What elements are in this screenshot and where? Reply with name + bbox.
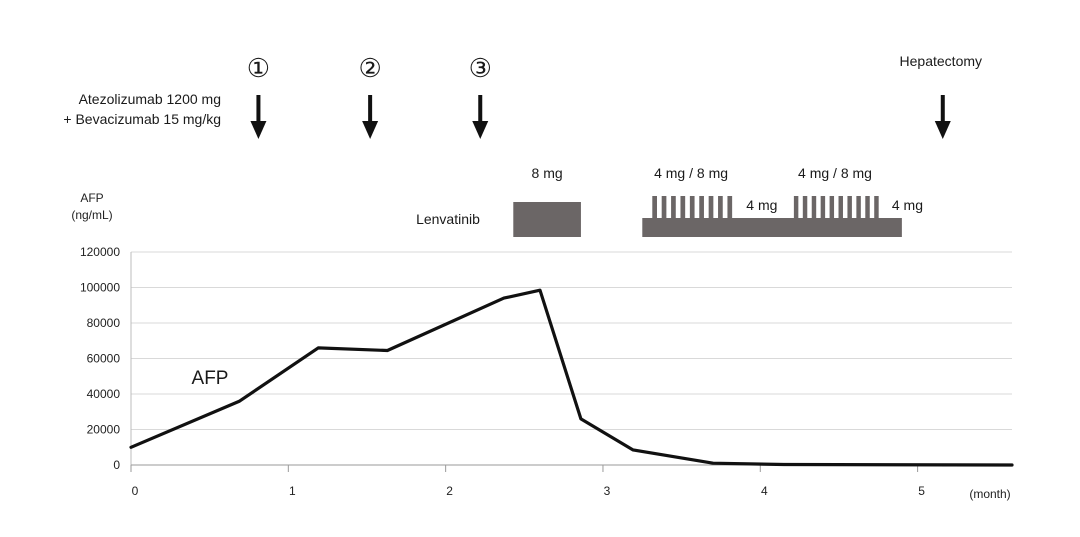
dose-arrow-3-shaft: [478, 95, 483, 125]
y-tick-label-80000: 80000: [87, 316, 121, 330]
dose-label-2: ②: [358, 53, 381, 83]
series-label-afp: AFP: [192, 368, 229, 389]
axes: [130, 252, 1012, 472]
lenvatinib-alt2-tooth-6: [838, 196, 843, 219]
lenvatinib-alt2-tooth-1: [793, 196, 799, 219]
hepatectomy-arrow-shaft: [940, 95, 945, 125]
lenvatinib-8mg-label: 8 mg: [532, 165, 563, 181]
x-tick-label-5: 5: [918, 484, 925, 498]
lenvatinib-alt1-tooth-7: [708, 196, 714, 219]
x-tick-label-0: 0: [132, 484, 139, 498]
dose-markers: ① ② ③: [247, 53, 492, 139]
lenvatinib-alt1-tooth-4: [680, 196, 686, 219]
y-tick-label-60000: 60000: [87, 352, 121, 366]
dose-arrow-3-head: [472, 121, 489, 139]
y-tick-label-0: 0: [113, 458, 120, 472]
dose-label-1: ①: [247, 53, 270, 83]
dose-label-3: ③: [469, 53, 492, 83]
hepatectomy-arrow-head: [934, 121, 951, 139]
lenvatinib-alt1-tooth-6: [699, 196, 704, 219]
lenvatinib-alt2-tooth-3: [811, 196, 817, 219]
dose-arrow-1-shaft: [256, 95, 261, 125]
series-line-0: [129, 288, 1014, 467]
lenvatinib-alt1-tooth-1: [652, 196, 657, 219]
y-tick-label-120000: 120000: [80, 245, 120, 259]
lenvatinib-alt2-tooth-2: [802, 196, 808, 219]
lenvatinib-alt1-tooth-9: [727, 196, 733, 219]
y-tick-labels: 0 20000 40000 60000 80000 100000 120000: [80, 245, 120, 472]
y-tick-label-40000: 40000: [87, 387, 121, 401]
y-tick-label-100000: 100000: [80, 281, 120, 295]
hepatectomy-arrow: [934, 95, 951, 139]
dose-arrow-2: [362, 95, 379, 139]
atezolizumab-label: Atezolizumab 1200 mg: [79, 91, 221, 107]
x-tick-label-3: 3: [604, 484, 611, 498]
lenvatinib-alt2-label: 4 mg / 8 mg: [798, 165, 872, 181]
x-tick-label-1: 1: [289, 484, 296, 498]
lenvatinib-8mg-block: [513, 202, 581, 237]
hepatectomy-label: Hepatectomy: [900, 53, 982, 69]
lenvatinib-label: Lenvatinib: [416, 211, 480, 227]
grid-lines: [131, 251, 1012, 430]
lenvatinib-alt1-tooth-3: [671, 196, 676, 219]
lenvatinib-alt1-tooth-8: [718, 196, 723, 219]
x-tick-label-2: 2: [446, 484, 453, 498]
lenvatinib-alt2-tooth-7: [847, 196, 852, 219]
lenvatinib-cont2-label: 4 mg: [892, 197, 923, 213]
dose-arrow-1-head: [250, 121, 267, 139]
y-axis-label: AFP: [80, 191, 103, 205]
lenvatinib-alt2-tooth-5: [829, 196, 835, 219]
x-tick-labels: 0 1 2 3 4 5: [132, 484, 926, 498]
hepatectomy-marker: Hepatectomy: [900, 53, 982, 139]
y-tick-label-20000: 20000: [87, 423, 121, 437]
series-layer: [129, 288, 1014, 467]
lenvatinib-alt2-tooth-9: [865, 196, 870, 219]
x-tick-label-4: 4: [761, 484, 768, 498]
y-axis-unit: (ng/mL): [71, 208, 112, 222]
lenvatinib-alt2-tooth-4: [820, 196, 826, 219]
dose-arrow-2-shaft: [368, 95, 373, 125]
lenvatinib-alt1-label: 4 mg / 8 mg: [654, 165, 728, 181]
dose-arrow-3: [472, 95, 489, 139]
bevacizumab-label: + Bevacizumab 15 mg/kg: [63, 111, 221, 127]
lenvatinib-schedule: [513, 196, 902, 237]
dose-arrow-1: [250, 95, 267, 139]
dose-arrow-2-head: [362, 121, 379, 139]
lenvatinib-alt1-tooth-2: [661, 196, 667, 219]
x-axis-unit: (month): [969, 487, 1010, 501]
lenvatinib-alt2-tooth-8: [856, 196, 861, 219]
lenvatinib-cont1-label: 4 mg: [746, 197, 777, 213]
lenvatinib-alt2-tooth-10: [874, 196, 879, 219]
lenvatinib-base-bar: [642, 218, 902, 237]
lenvatinib-alt1-tooth-5: [689, 196, 695, 219]
